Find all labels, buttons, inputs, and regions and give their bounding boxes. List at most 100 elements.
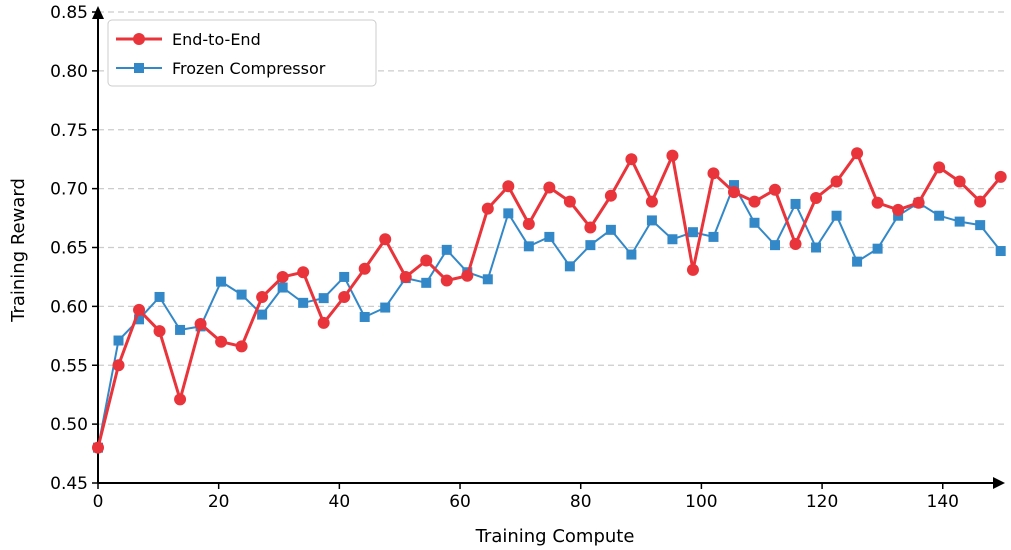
series-line-frozen-compressor (97, 184, 1002, 448)
point-frozen-compressor-11 (318, 293, 329, 304)
point-frozen-compressor-27 (646, 215, 657, 226)
point-end-to-end-42 (953, 175, 966, 188)
point-end-to-end-8 (256, 290, 269, 303)
point-end-to-end-2 (133, 303, 146, 316)
x-tick-label-20: 20 (208, 492, 230, 512)
point-end-to-end-6 (215, 335, 228, 348)
y-tick-label-0-85: 0.85 (50, 3, 88, 23)
point-end-to-end-1 (112, 359, 125, 372)
point-frozen-compressor-31 (728, 180, 739, 191)
point-frozen-compressor-41 (934, 210, 945, 221)
y-tick-label-0-75: 0.75 (50, 121, 88, 141)
point-frozen-compressor-16 (421, 277, 432, 288)
point-frozen-compressor-9 (277, 282, 288, 293)
point-end-to-end-0 (92, 441, 104, 454)
legend-marker-end-to-end (133, 33, 145, 45)
series-end-to-end (92, 147, 1007, 454)
x-tick-label-100: 100 (685, 492, 717, 512)
point-end-to-end-29 (686, 263, 699, 276)
point-frozen-compressor-30 (708, 231, 719, 242)
point-end-to-end-30 (707, 167, 720, 180)
point-end-to-end-37 (851, 147, 864, 160)
x-axis-arrow (993, 477, 1005, 489)
point-frozen-compressor-37 (852, 256, 863, 267)
point-frozen-compressor-22 (544, 231, 555, 242)
x-axis-ticks: 0 20 40 60 80 100 120 140 (93, 483, 959, 512)
point-frozen-compressor-23 (564, 261, 575, 272)
series-group (92, 147, 1007, 454)
point-end-to-end-33 (769, 183, 782, 196)
point-frozen-compressor-25 (605, 224, 616, 235)
point-end-to-end-3 (153, 325, 166, 338)
point-end-to-end-23 (563, 195, 576, 208)
point-end-to-end-9 (276, 270, 289, 283)
point-end-to-end-13 (358, 262, 371, 275)
point-end-to-end-43 (974, 195, 987, 208)
point-end-to-end-28 (666, 149, 679, 162)
point-frozen-compressor-19 (482, 274, 493, 285)
point-end-to-end-35 (810, 192, 823, 205)
point-end-to-end-11 (317, 316, 330, 329)
x-tick-label-120: 120 (806, 492, 838, 512)
point-end-to-end-19 (481, 202, 494, 215)
series-frozen-compressor (93, 180, 1006, 453)
point-frozen-compressor-2 (134, 314, 145, 325)
point-frozen-compressor-10 (298, 297, 309, 308)
point-end-to-end-41 (933, 161, 946, 174)
point-frozen-compressor-44 (995, 246, 1006, 257)
point-frozen-compressor-24 (585, 240, 596, 251)
y-axis-ticks: 0.45 0.50 0.55 0.60 0.65 0.70 0.75 0.80 0.85 (50, 3, 98, 494)
y-tick-label-0-55: 0.55 (50, 356, 88, 376)
x-tick-label-60: 60 (449, 492, 471, 512)
legend-marker-frozen-compressor (134, 63, 144, 73)
point-frozen-compressor-13 (359, 311, 370, 322)
point-end-to-end-27 (645, 195, 658, 208)
point-frozen-compressor-28 (667, 234, 678, 245)
point-end-to-end-39 (892, 203, 905, 216)
point-end-to-end-4 (174, 393, 187, 406)
y-tick-label-0-80: 0.80 (50, 62, 88, 82)
y-tick-label-0-50: 0.50 (50, 415, 88, 435)
point-end-to-end-31 (727, 186, 740, 199)
point-frozen-compressor-21 (523, 241, 534, 252)
point-end-to-end-12 (338, 290, 351, 303)
x-axis-title: Training Compute (475, 526, 635, 547)
point-frozen-compressor-1 (113, 335, 124, 346)
point-end-to-end-34 (789, 237, 802, 250)
point-end-to-end-26 (625, 153, 638, 166)
x-tick-label-140: 140 (927, 492, 959, 512)
legend-entry-frozen-compressor: Frozen Compressor (116, 59, 326, 78)
point-frozen-compressor-26 (626, 249, 637, 260)
point-frozen-compressor-36 (831, 210, 842, 221)
point-end-to-end-24 (584, 221, 597, 234)
x-tick-label-40: 40 (329, 492, 351, 512)
y-tick-label-0-65: 0.65 (50, 239, 88, 259)
point-frozen-compressor-3 (154, 291, 165, 302)
point-end-to-end-14 (379, 233, 392, 246)
point-frozen-compressor-20 (503, 208, 514, 219)
point-end-to-end-40 (912, 196, 925, 209)
point-end-to-end-38 (871, 196, 884, 209)
point-frozen-compressor-14 (380, 302, 391, 313)
point-frozen-compressor-35 (811, 242, 822, 253)
point-frozen-compressor-32 (749, 217, 760, 228)
point-end-to-end-5 (194, 318, 207, 331)
point-frozen-compressor-43 (975, 220, 986, 231)
point-frozen-compressor-29 (687, 227, 698, 238)
point-end-to-end-16 (420, 254, 433, 267)
legend-label-end-to-end: End-to-End (172, 30, 261, 49)
point-frozen-compressor-4 (175, 324, 186, 335)
point-end-to-end-20 (502, 180, 515, 193)
y-tick-label-0-70: 0.70 (50, 180, 88, 200)
point-frozen-compressor-8 (257, 309, 268, 320)
point-end-to-end-32 (748, 195, 761, 208)
y-axis-title: Training Reward (8, 178, 29, 323)
point-frozen-compressor-34 (790, 198, 801, 209)
x-tick-label-80: 80 (570, 492, 592, 512)
point-frozen-compressor-12 (339, 271, 350, 282)
point-end-to-end-18 (461, 269, 474, 282)
legend: End-to-End Frozen Compressor (107, 19, 377, 87)
legend-entry-end-to-end: End-to-End (116, 30, 261, 49)
point-end-to-end-36 (830, 175, 843, 188)
point-frozen-compressor-38 (872, 243, 883, 254)
